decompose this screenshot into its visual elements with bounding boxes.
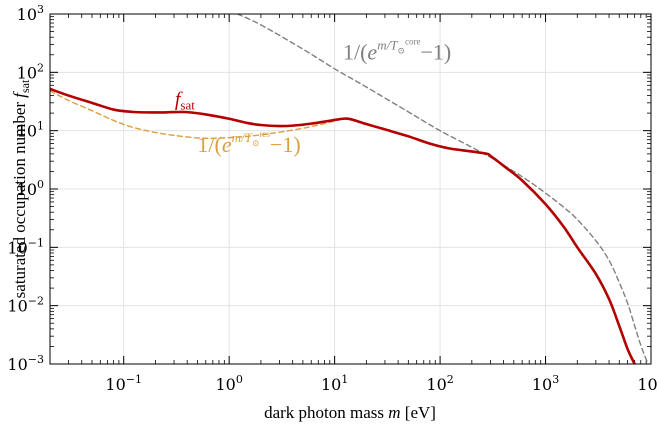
y-tick-label: 10−1 — [7, 236, 44, 257]
label-res: 1/(em/T⊙res−1) — [197, 129, 300, 157]
x-tick-labels: 10−1 100 101 102 103 104 — [105, 373, 657, 394]
y-tick-label: 101 — [17, 120, 44, 141]
y-tick-labels: 10−3 10−2 10−1 100 101 102 103 — [7, 3, 44, 374]
x-tick-label: 104 — [637, 373, 657, 394]
x-tick-label: 103 — [532, 373, 559, 394]
series-layer — [50, 14, 650, 364]
label-core: 1/(em/T⊙core−1) — [343, 37, 451, 65]
x-axis-label: dark photon mass m [eV] — [264, 403, 436, 422]
series-line-res — [50, 90, 490, 155]
x-tick-label: 100 — [215, 373, 242, 394]
y-axis-label: saturated occupation number fsat — [10, 79, 32, 298]
y-tick-label: 102 — [17, 61, 44, 82]
y-tick-label: 10−2 — [7, 295, 44, 316]
y-tick-label: 100 — [17, 178, 44, 199]
series-line-fsat — [50, 87, 636, 364]
x-tick-label: 102 — [426, 373, 453, 394]
y-tick-label: 103 — [17, 3, 44, 24]
label-fsat: fsat — [175, 89, 195, 113]
y-axis-label-main: saturated occupation number f — [10, 91, 29, 299]
x-tick-label: 101 — [321, 373, 348, 394]
grid — [50, 14, 651, 364]
y-axis-label-sub: sat — [18, 79, 32, 93]
series-line-core — [236, 14, 650, 364]
y-tick-label: 10−3 — [7, 353, 44, 374]
x-tick-label: 10−1 — [105, 373, 142, 394]
plot-frame — [49, 13, 652, 365]
